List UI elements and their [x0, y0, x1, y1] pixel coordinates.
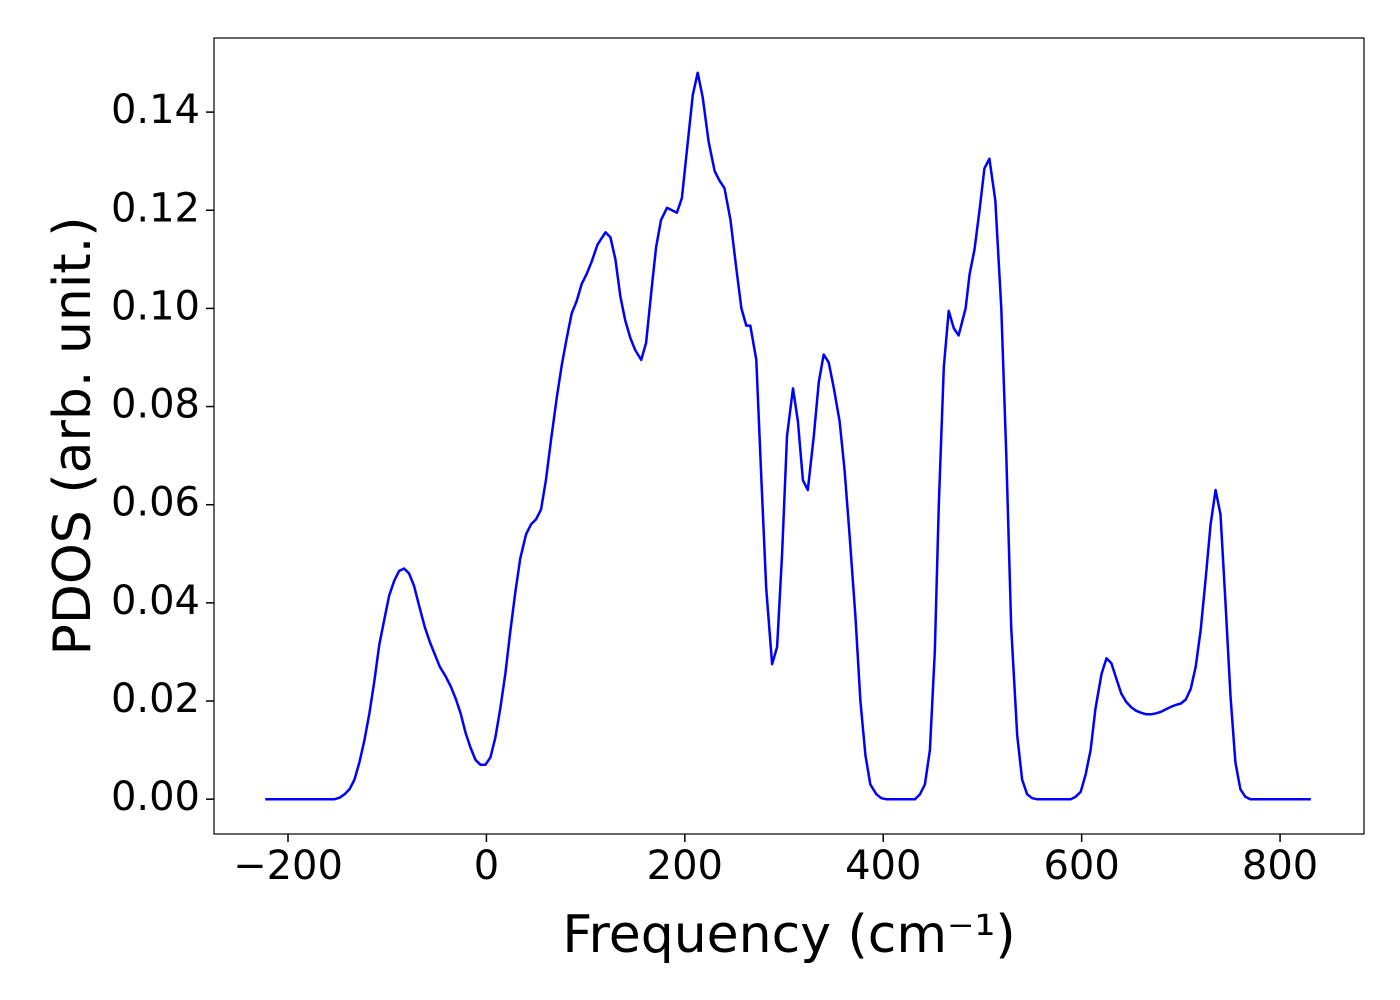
line [265, 71, 1311, 801]
x-tick-label: 400 [845, 843, 921, 889]
x-tick-label: 600 [1043, 843, 1119, 889]
y-tick-label: 0.12 [111, 185, 200, 231]
x-tick-label: −200 [233, 843, 343, 889]
x-tick-label: 200 [647, 843, 723, 889]
y-tick-label: 0.00 [111, 774, 200, 820]
plot-frame [213, 37, 1365, 835]
y-tick-label: 0.08 [111, 382, 200, 428]
y-tick-label: 0.06 [111, 480, 200, 526]
x-tick-label: 0 [474, 843, 499, 889]
y-tick-label: 0.04 [111, 578, 200, 624]
y-tick-label: 0.02 [111, 676, 200, 722]
y-tick-label: 0.14 [111, 87, 200, 133]
y-axis-label: PDOS (arb. unit.) [43, 216, 103, 655]
y-tick-label: 0.10 [111, 283, 200, 329]
x-axis-label: Frequency (cm⁻¹) [562, 905, 1015, 965]
x-tick-label: 800 [1242, 843, 1318, 889]
